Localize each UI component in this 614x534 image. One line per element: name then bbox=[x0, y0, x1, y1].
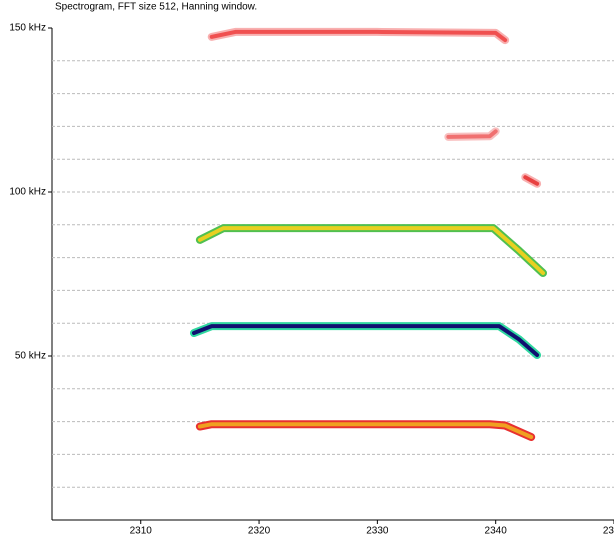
y-tick-label: 150 kHz bbox=[9, 23, 46, 34]
trace bbox=[197, 422, 534, 440]
x-tick-label: 2330 bbox=[366, 526, 389, 534]
trace-edge bbox=[195, 224, 548, 278]
trace bbox=[191, 324, 540, 358]
x-tick-label: 2340 bbox=[485, 526, 508, 534]
chart-title: Spectrogram, FFT size 512, Hanning windo… bbox=[55, 2, 257, 13]
trace bbox=[446, 129, 498, 139]
x-tick-label: 2310 bbox=[130, 526, 153, 534]
y-tick-label: 50 kHz bbox=[15, 351, 46, 362]
trace bbox=[209, 29, 508, 43]
trace bbox=[523, 175, 540, 186]
x-tick-label: 2320 bbox=[248, 526, 271, 534]
y-tick-label: 100 kHz bbox=[9, 187, 46, 198]
trace bbox=[197, 226, 546, 276]
x-tick-label: 2350 bbox=[603, 526, 614, 534]
trace-edge bbox=[189, 322, 542, 360]
